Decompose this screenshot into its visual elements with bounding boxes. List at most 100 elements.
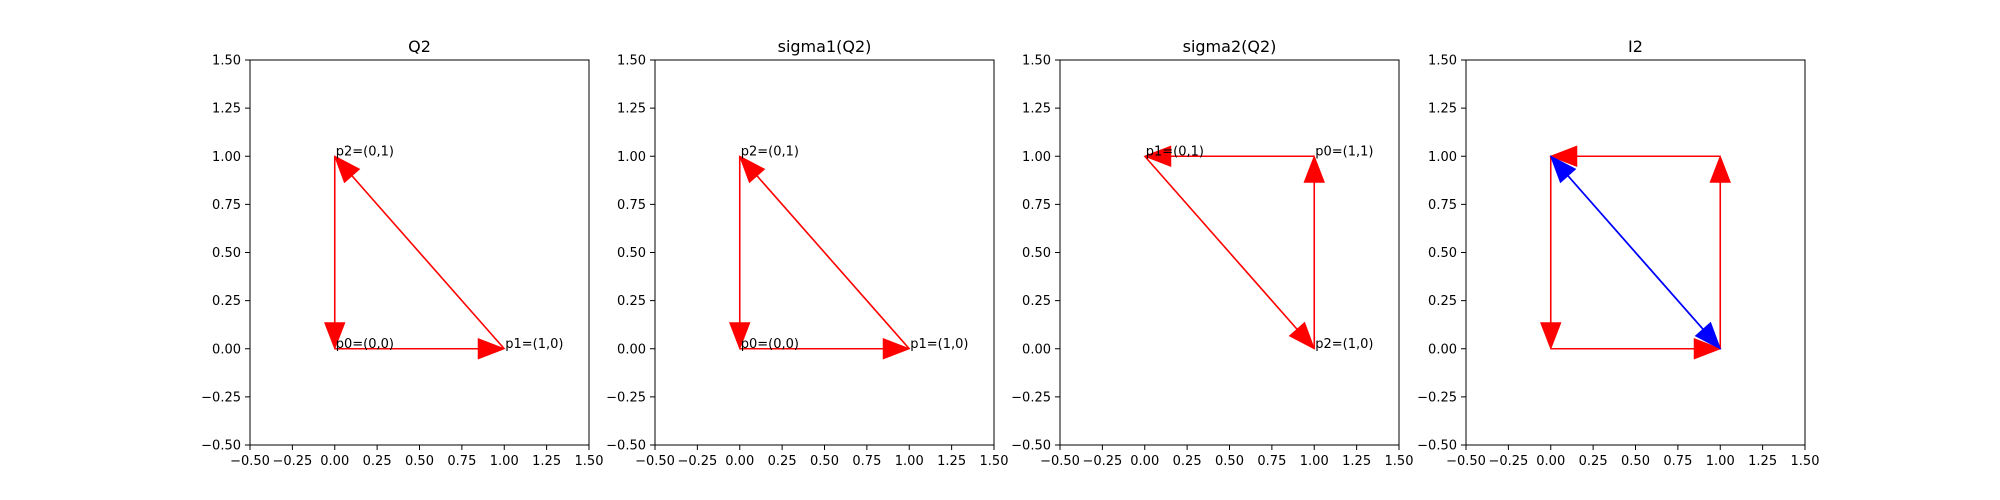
x-tick-label: 0.50 [1215, 454, 1244, 469]
plot-panel-2: sigma1(Q2)−0.50 −0.25 0.00 0.25 0.50 0.75 1.00… [606, 37, 1008, 469]
y-tick-label: 0.25 [1022, 294, 1051, 309]
y-tick-label: 0.25 [1428, 294, 1457, 309]
y-tick-label: 0.50 [617, 246, 646, 261]
x-tick-label: 1.50 [575, 454, 604, 469]
vector-arrow [1303, 154, 1325, 349]
x-tick-label: 1.00 [1300, 454, 1329, 469]
x-tick-label: 0.00 [320, 454, 349, 469]
vector-arrow [1550, 155, 1722, 350]
y-tick-label: 0.75 [1022, 198, 1051, 213]
x-tick-label: 1.00 [1706, 454, 1735, 469]
y-tick-label: 0.00 [1428, 342, 1457, 357]
y-tick-label: 0.50 [212, 246, 241, 261]
vector-arrow [1144, 155, 1316, 350]
x-tick-label: 1.50 [980, 454, 1009, 469]
vector-arrow [324, 156, 346, 351]
x-tick-label: −0.25 [1082, 454, 1122, 469]
x-tick-label: 0.25 [768, 454, 797, 469]
vector-arrow [729, 156, 751, 351]
plot-panel-4: I2 −0.50 −0.25 0.00 0.25 0.50 0.75 1.00 1.25 1.50… [1417, 37, 1819, 469]
point-label: p2=(0,1) [741, 144, 799, 159]
x-tick-label: 0.75 [1663, 454, 1692, 469]
y-tick-label: −0.25 [1417, 390, 1457, 405]
x-tick-label: −0.25 [1488, 454, 1528, 469]
y-tick-label: 0.00 [617, 342, 646, 357]
x-tick-label: 0.00 [725, 454, 754, 469]
x-tick-label: 0.50 [405, 454, 434, 469]
point-label: p1=(0,1) [1146, 144, 1204, 159]
y-tick-label: −0.50 [1011, 439, 1051, 454]
x-tick-label: 0.50 [810, 454, 839, 469]
vector-arrow [738, 155, 910, 350]
y-tick-label: 1.50 [212, 54, 241, 69]
panel-title: I2 [1628, 37, 1643, 56]
vector-arrow [1549, 145, 1721, 167]
y-tick-label: 1.50 [1022, 54, 1051, 69]
y-tick-label: 1.00 [1022, 150, 1051, 165]
point-label: p0=(1,1) [1315, 144, 1373, 159]
y-tick-label: −0.50 [1417, 439, 1457, 454]
x-tick-label: 1.25 [532, 454, 561, 469]
x-tick-label: 1.25 [1342, 454, 1371, 469]
y-tick-label: 1.50 [1428, 54, 1457, 69]
plot-panel-1: Q2−0.50 −0.25 0.00 0.25 0.50 0.75 1.00 1.25 1.50… [201, 37, 603, 469]
y-tick-label: 0.75 [1428, 198, 1457, 213]
vector-arrow [333, 155, 505, 350]
plot-panel-3: sigma2(Q2)−0.50 −0.25 0.00 0.25 0.50 0.75 1.00… [1011, 37, 1413, 469]
y-tick-label: 1.25 [1428, 102, 1457, 117]
point-label: p1=(1,0) [505, 337, 563, 352]
y-tick-label: 1.25 [617, 102, 646, 117]
vector-arrow [1709, 154, 1731, 349]
x-tick-label: −0.50 [1040, 454, 1080, 469]
vector-arrow [1143, 145, 1315, 167]
vector-arrow [334, 338, 506, 360]
panel-title: sigma2(Q2) [1183, 37, 1277, 56]
y-tick-label: 0.50 [1022, 246, 1051, 261]
x-tick-label: 1.00 [490, 454, 519, 469]
x-tick-label: 0.00 [1130, 454, 1159, 469]
y-tick-label: 1.25 [212, 102, 241, 117]
x-tick-label: 0.75 [447, 454, 476, 469]
y-tick-label: 0.25 [212, 294, 241, 309]
y-tick-label: 0.75 [617, 198, 646, 213]
point-label: p0=(0,0) [741, 337, 799, 352]
panel-title: sigma1(Q2) [778, 37, 872, 56]
point-label: p2=(0,1) [336, 144, 394, 159]
x-tick-label: 1.50 [1385, 454, 1414, 469]
y-tick-label: −0.25 [606, 390, 646, 405]
y-tick-label: 1.50 [617, 54, 646, 69]
x-tick-label: 0.75 [1257, 454, 1286, 469]
x-tick-label: 1.25 [937, 454, 966, 469]
x-tick-label: −0.50 [230, 454, 270, 469]
x-tick-label: −0.50 [635, 454, 675, 469]
y-tick-label: −0.50 [606, 439, 646, 454]
y-tick-label: 0.25 [617, 294, 646, 309]
y-tick-label: 1.00 [617, 150, 646, 165]
y-tick-label: 0.00 [1022, 342, 1051, 357]
y-tick-label: 0.50 [1428, 246, 1457, 261]
point-label: p2=(1,0) [1315, 337, 1373, 352]
x-tick-label: 1.50 [1791, 454, 1820, 469]
y-tick-label: −0.25 [1011, 390, 1051, 405]
panel-title: Q2 [408, 37, 431, 56]
x-tick-label: −0.25 [272, 454, 312, 469]
x-tick-label: 0.00 [1536, 454, 1565, 469]
x-tick-label: 1.00 [895, 454, 924, 469]
y-tick-label: 0.75 [212, 198, 241, 213]
x-tick-label: −0.25 [677, 454, 717, 469]
y-tick-label: 0.00 [212, 342, 241, 357]
y-tick-label: −0.25 [201, 390, 241, 405]
x-tick-label: 0.75 [852, 454, 881, 469]
x-tick-label: 0.25 [1173, 454, 1202, 469]
y-tick-label: −0.50 [201, 439, 241, 454]
x-tick-label: 0.50 [1621, 454, 1650, 469]
y-tick-label: 1.25 [1022, 102, 1051, 117]
point-label: p1=(1,0) [910, 337, 968, 352]
vector-arrow [1550, 338, 1722, 360]
x-tick-label: 0.25 [1579, 454, 1608, 469]
x-tick-label: 1.25 [1748, 454, 1777, 469]
x-tick-label: 0.25 [363, 454, 392, 469]
y-tick-label: 1.00 [1428, 150, 1457, 165]
vector-arrow [1540, 156, 1562, 351]
